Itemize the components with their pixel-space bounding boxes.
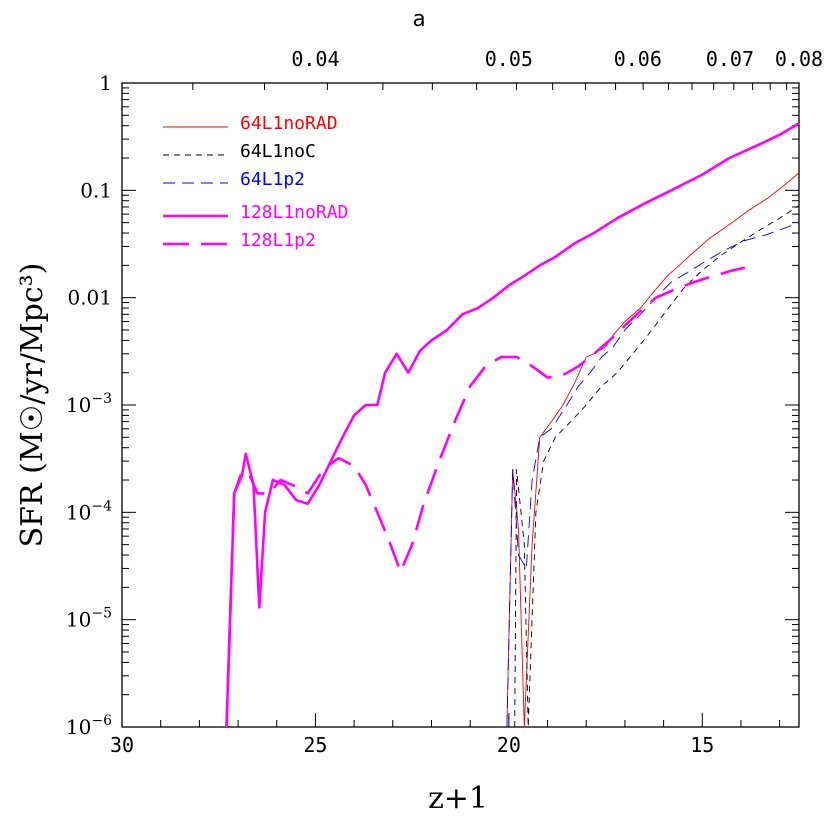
y-tick-label: 0.01 [67, 286, 112, 310]
legend-label-64L1noC: 64L1noC [240, 141, 316, 162]
y-tick-label: 1 [99, 71, 112, 95]
top-tick-label: 0.07 [706, 47, 754, 71]
y-tick-label: 10−5 [66, 606, 112, 632]
series-line-128L1p2 [225, 266, 746, 728]
x-axis-title: z+1 [428, 781, 488, 816]
tick-labels: 30 25 20 15 0.04 0.05 0.06 0.07 0.08 1 0.1 0.01 10−3… [66, 47, 823, 757]
axis-ticks [121, 82, 799, 728]
top-axis-title: a [412, 7, 425, 32]
x-tick-label: 20 [497, 733, 521, 757]
top-tick-label: 0.06 [614, 47, 662, 71]
y-tick-label: 10−6 [66, 713, 112, 739]
x-tick-label: 30 [110, 733, 134, 757]
top-tick-label: 0.08 [775, 47, 823, 71]
top-tick-label: 0.04 [291, 47, 339, 71]
y-axis-title: SFR (M☉/yr/Mpc³) [15, 263, 50, 548]
x-tick-label: 25 [303, 733, 327, 757]
legend-label-64L1p2: 64L1p2 [240, 169, 305, 190]
data-curves [225, 122, 800, 728]
top-tick-label: 0.05 [485, 47, 533, 71]
legend-label-128L1p2: 128L1p2 [240, 230, 316, 251]
series-line-64L1p2 [506, 222, 800, 728]
legend-label-64L1noRAD: 64L1noRAD [240, 113, 338, 134]
series-line-128L1noRAD [225, 122, 800, 728]
x-tick-label: 15 [690, 733, 714, 757]
legend-label-128L1noRAD: 128L1noRAD [240, 202, 348, 223]
y-tick-label: 0.1 [80, 178, 112, 202]
plot-frame [121, 82, 800, 728]
series-line-64L1noRAD [506, 172, 800, 728]
y-tick-label: 10−4 [66, 498, 112, 524]
series-line-64L1noC [514, 205, 800, 728]
legend: 64L1noRAD 64L1noC 64L1p2 128L1noRAD 128L1p2 [163, 113, 348, 251]
y-tick-label: 10−3 [66, 391, 112, 417]
